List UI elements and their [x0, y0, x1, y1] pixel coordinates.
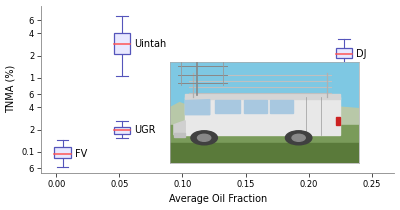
Y-axis label: TNMA (%): TNMA (%)	[6, 65, 16, 113]
Bar	[336, 48, 352, 58]
Text: Uintah: Uintah	[134, 39, 166, 49]
Text: FV: FV	[75, 148, 87, 159]
Text: UGR: UGR	[134, 125, 156, 135]
Bar	[114, 127, 130, 134]
Text: DJ: DJ	[356, 49, 366, 59]
Bar	[54, 147, 71, 158]
X-axis label: Average Oil Fraction: Average Oil Fraction	[169, 194, 267, 205]
Bar	[114, 33, 130, 54]
